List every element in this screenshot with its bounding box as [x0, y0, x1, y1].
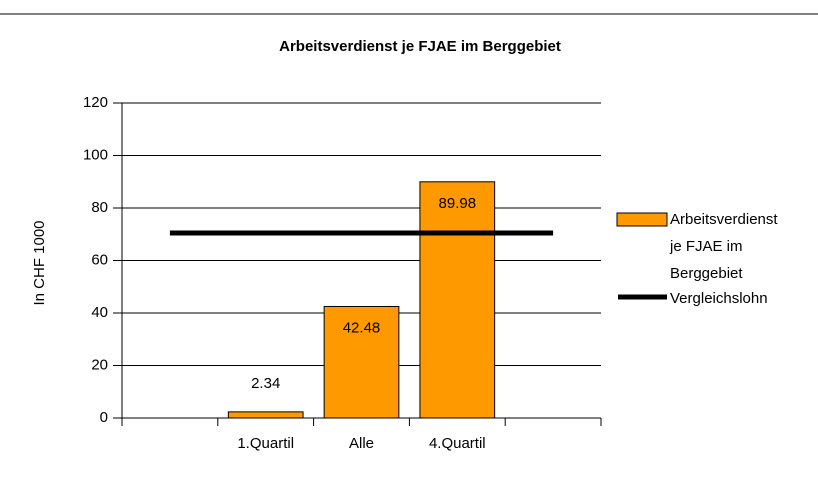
y-axis-label: In CHF 1000	[31, 220, 48, 305]
y-tick-label: 0	[100, 409, 108, 426]
y-tick-label: 20	[91, 356, 108, 373]
legend-swatch	[616, 212, 668, 227]
x-tick-label: Alle	[349, 435, 374, 452]
bar	[419, 181, 496, 419]
legend-label: Vergleichslohn	[670, 290, 768, 307]
chart-title: Arbeitsverdienst je FJAE im Berggebiet	[279, 38, 561, 55]
y-tick-label: 100	[83, 146, 108, 163]
data-label: 42.48	[343, 319, 381, 336]
legend-label: Arbeitsverdienst je FJAE im Berggebiet	[670, 211, 778, 282]
y-tick-label: 120	[83, 94, 108, 111]
bar	[323, 305, 400, 419]
y-tick-label: 60	[91, 251, 108, 268]
bar	[227, 411, 304, 419]
x-tick-label: 1.Quartil	[237, 435, 294, 452]
y-tick-label: 80	[91, 199, 108, 216]
y-tick-label: 40	[91, 304, 108, 321]
data-label: 89.98	[439, 195, 477, 212]
data-label: 2.34	[251, 375, 280, 392]
x-tick-label: 4.Quartil	[429, 435, 486, 452]
